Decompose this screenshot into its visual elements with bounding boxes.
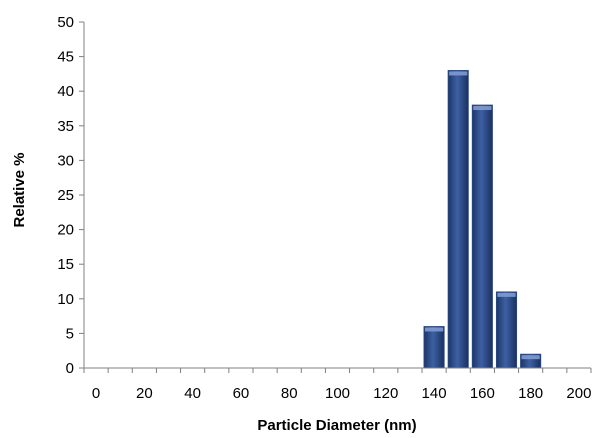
y-tick-label: 30 — [57, 152, 74, 169]
y-tick-label: 50 — [57, 14, 74, 31]
y-axis-title: Relative % — [11, 152, 28, 227]
x-tick-label: 0 — [92, 385, 100, 402]
x-tick-label: 80 — [281, 385, 298, 402]
x-tick-label: 40 — [184, 385, 201, 402]
y-tick-label: 10 — [57, 291, 74, 308]
y-tick-label: 20 — [57, 222, 74, 239]
x-tick-label: 60 — [233, 385, 250, 402]
y-axis-ticks: 0 5 10 15 20 25 30 35 40 45 50 — [57, 14, 84, 377]
y-tick-label: 5 — [66, 325, 74, 342]
bar-body — [423, 326, 445, 369]
bar-cap — [521, 355, 540, 360]
y-tick-label: 40 — [57, 83, 74, 100]
bar-cap — [424, 327, 444, 332]
x-axis-ticks: 0 20 40 60 80 100 120 140 160 180 200 — [83, 368, 592, 402]
bar-180 — [520, 353, 542, 369]
bar-cap — [449, 71, 468, 76]
y-tick-label: 35 — [57, 118, 74, 135]
x-tick-label: 160 — [470, 385, 495, 402]
bar-140 — [423, 326, 445, 369]
bar-160 — [471, 104, 493, 369]
x-tick-label: 180 — [518, 385, 543, 402]
x-tick-label: 200 — [566, 385, 591, 402]
y-tick-label: 0 — [66, 360, 74, 377]
x-tick-label: 20 — [136, 385, 153, 402]
bars — [423, 70, 542, 369]
y-tick-label: 25 — [57, 187, 74, 204]
x-axis-title: Particle Diameter (nm) — [257, 417, 416, 434]
x-tick-label: 100 — [325, 385, 350, 402]
bar-body — [495, 291, 518, 369]
bar-cap — [497, 292, 516, 297]
bar-body — [447, 70, 469, 369]
y-tick-label: 15 — [57, 256, 74, 273]
bar-body — [471, 104, 493, 369]
x-tick-label: 140 — [422, 385, 447, 402]
bar-cap — [473, 106, 492, 111]
bar-150 — [447, 70, 469, 369]
y-tick-label: 45 — [57, 49, 74, 66]
bar-170 — [495, 291, 518, 369]
x-tick-label: 120 — [373, 385, 398, 402]
